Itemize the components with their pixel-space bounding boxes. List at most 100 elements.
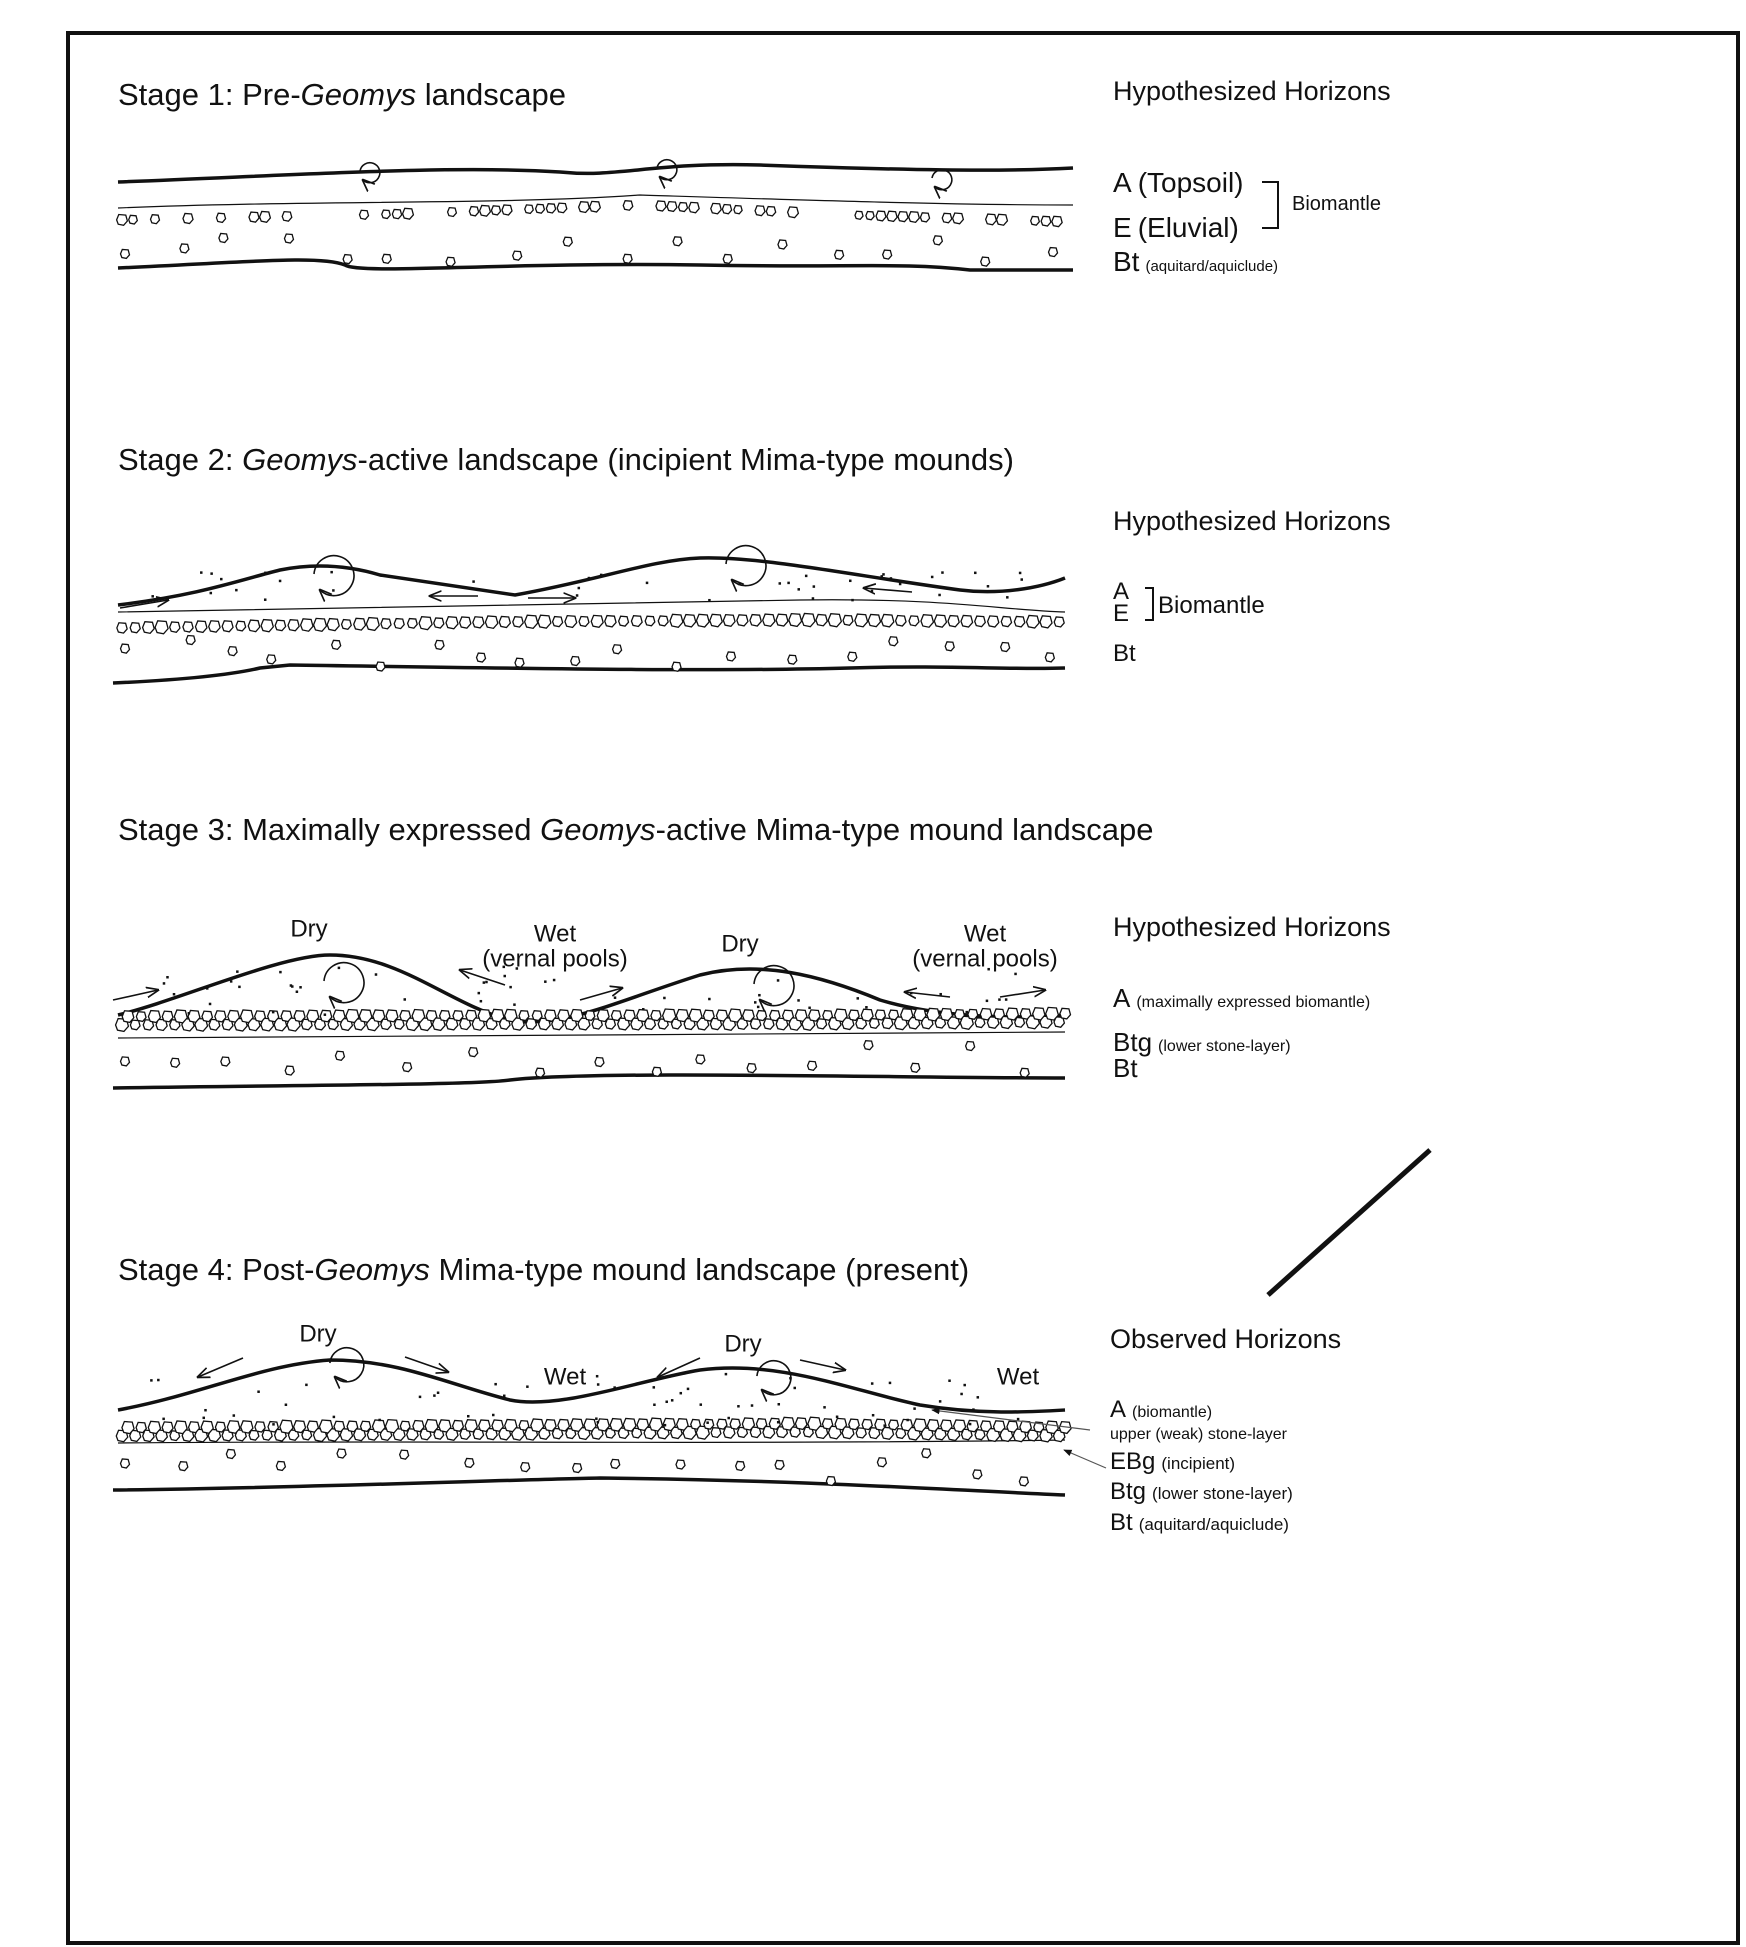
speck xyxy=(209,1003,212,1006)
stone xyxy=(689,202,699,212)
speck xyxy=(150,1379,153,1382)
stone xyxy=(637,1010,649,1022)
stone xyxy=(922,1449,931,1458)
horizon-note: (lower stone-layer) xyxy=(1158,1038,1290,1055)
horizon-symbol: A xyxy=(1113,167,1132,198)
speck xyxy=(1019,572,1022,575)
stone xyxy=(696,1055,705,1064)
speck xyxy=(758,994,761,997)
stone xyxy=(121,1057,130,1066)
stone xyxy=(619,616,629,626)
stone xyxy=(696,614,709,627)
stone xyxy=(809,1010,820,1021)
speck xyxy=(503,975,506,978)
title-text: Stage 1: Pre- xyxy=(118,77,301,112)
stone xyxy=(294,1421,306,1433)
stone xyxy=(469,1048,478,1057)
speck xyxy=(544,980,547,983)
stone xyxy=(866,212,874,220)
stone xyxy=(255,1011,266,1022)
stage-title: Stage 4: Post-Geomys Mima-type mound lan… xyxy=(118,1252,969,1287)
stone xyxy=(988,616,999,627)
speck xyxy=(653,1403,656,1406)
stone xyxy=(876,211,886,221)
site-label: Dry xyxy=(299,1320,336,1347)
stone xyxy=(747,1064,756,1073)
stone xyxy=(335,1051,344,1060)
mixing-cycle xyxy=(757,1361,791,1395)
speck xyxy=(805,575,808,578)
stone xyxy=(623,201,633,211)
speck xyxy=(1017,1418,1020,1421)
stone xyxy=(170,622,180,632)
stone xyxy=(808,1061,817,1070)
speck xyxy=(330,571,333,574)
stone xyxy=(536,1068,545,1077)
speck xyxy=(1005,998,1008,1001)
speck xyxy=(890,577,893,580)
stone xyxy=(413,1420,424,1431)
stone xyxy=(955,1010,965,1020)
stage: Stage 2: Geomys-active landscape (incipi… xyxy=(113,442,1391,683)
speck xyxy=(708,998,711,1001)
stone xyxy=(889,637,898,646)
stone xyxy=(788,655,797,664)
speck xyxy=(871,590,874,593)
speck xyxy=(683,1372,686,1375)
stone xyxy=(342,620,352,630)
stone xyxy=(864,1041,873,1050)
stone xyxy=(656,201,666,211)
speck xyxy=(264,572,267,575)
movement-arrow xyxy=(198,1358,243,1377)
stone xyxy=(201,1421,213,1433)
stone xyxy=(711,1428,721,1438)
stone xyxy=(366,618,379,631)
stone xyxy=(260,211,271,222)
stone xyxy=(557,203,567,213)
stone xyxy=(658,616,668,626)
stone xyxy=(889,1010,899,1020)
title-italic: Geomys xyxy=(301,77,416,112)
speck xyxy=(324,1013,327,1016)
stone xyxy=(435,640,444,649)
speck xyxy=(813,585,816,588)
stone xyxy=(453,1420,464,1431)
speck xyxy=(948,1379,951,1382)
speck xyxy=(757,1006,760,1009)
stone xyxy=(877,1458,886,1467)
horizon-symbol: Bt xyxy=(1113,1053,1138,1083)
stone xyxy=(835,1009,848,1022)
movement-arrow xyxy=(800,1360,845,1370)
stone xyxy=(1001,616,1011,626)
horizon-symbol: Bt xyxy=(1113,640,1136,667)
movement-arrow xyxy=(1000,990,1045,997)
stone xyxy=(770,1010,780,1020)
stone xyxy=(613,645,622,654)
stone xyxy=(162,1422,173,1433)
speck xyxy=(613,1386,616,1389)
site-label: Dry xyxy=(290,915,327,942)
speck xyxy=(849,580,852,583)
speck xyxy=(375,973,378,976)
stone xyxy=(789,614,802,627)
stone xyxy=(954,1420,966,1432)
horizons-heading: Observed Horizons xyxy=(1110,1324,1341,1354)
stone xyxy=(434,618,444,628)
stone xyxy=(579,616,589,626)
stone xyxy=(597,1419,609,1431)
horizon-note: (Topsoil) xyxy=(1138,167,1244,198)
speck xyxy=(151,595,154,598)
stage: Stage 4: Post-Geomys Mima-type mound lan… xyxy=(113,1252,1341,1536)
stone xyxy=(171,1058,180,1067)
stone xyxy=(320,1010,332,1022)
stone xyxy=(896,616,906,626)
site-label: (vernal pools) xyxy=(482,945,627,972)
speck xyxy=(433,1394,436,1397)
mixing-cycle xyxy=(657,160,677,180)
stone xyxy=(1020,1068,1029,1077)
stone xyxy=(376,662,385,671)
stone xyxy=(162,1011,173,1022)
horizon-symbol: A xyxy=(1113,983,1131,1013)
figure: Stage 1: Pre-Geomys landscapeHypothesize… xyxy=(0,0,1746,1947)
stone xyxy=(975,616,986,627)
